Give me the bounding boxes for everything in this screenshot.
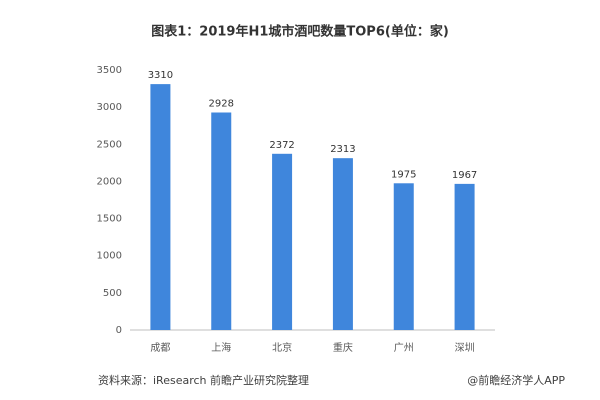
y-tick-label: 3000 bbox=[97, 102, 122, 113]
bar bbox=[332, 158, 353, 330]
y-tick-label: 2000 bbox=[97, 176, 122, 187]
bar bbox=[211, 112, 232, 331]
value-label: 1975 bbox=[391, 169, 416, 180]
x-tick-label: 重庆 bbox=[333, 341, 353, 354]
value-label: 2928 bbox=[209, 98, 234, 109]
x-tick-label: 北京 bbox=[272, 341, 292, 354]
source-note: 资料来源：iResearch 前瞻产业研究院整理 bbox=[98, 373, 309, 387]
value-label: 1967 bbox=[452, 170, 477, 181]
y-tick-label: 0 bbox=[116, 325, 122, 336]
x-tick-label: 成都 bbox=[150, 342, 170, 354]
x-tick-label: 广州 bbox=[394, 342, 414, 354]
bar bbox=[272, 153, 293, 330]
y-tick-label: 500 bbox=[103, 288, 122, 299]
y-tick-label: 1000 bbox=[97, 251, 122, 262]
x-tick-label: 深圳 bbox=[455, 342, 475, 354]
value-label: 2313 bbox=[330, 144, 355, 155]
y-tick-label: 2500 bbox=[97, 139, 122, 150]
chart-title: 图表1：2019年H1城市酒吧数量TOP6(单位：家) bbox=[151, 24, 449, 40]
bar bbox=[393, 183, 414, 330]
x-tick-label: 上海 bbox=[211, 341, 231, 354]
bar bbox=[454, 183, 475, 330]
y-tick-label: 1500 bbox=[97, 214, 122, 225]
value-label: 3310 bbox=[148, 70, 173, 81]
bar bbox=[150, 84, 171, 330]
credit-note: @前瞻经济学人APP bbox=[467, 373, 565, 387]
value-label: 2372 bbox=[269, 140, 294, 151]
y-tick-label: 3500 bbox=[97, 65, 122, 76]
